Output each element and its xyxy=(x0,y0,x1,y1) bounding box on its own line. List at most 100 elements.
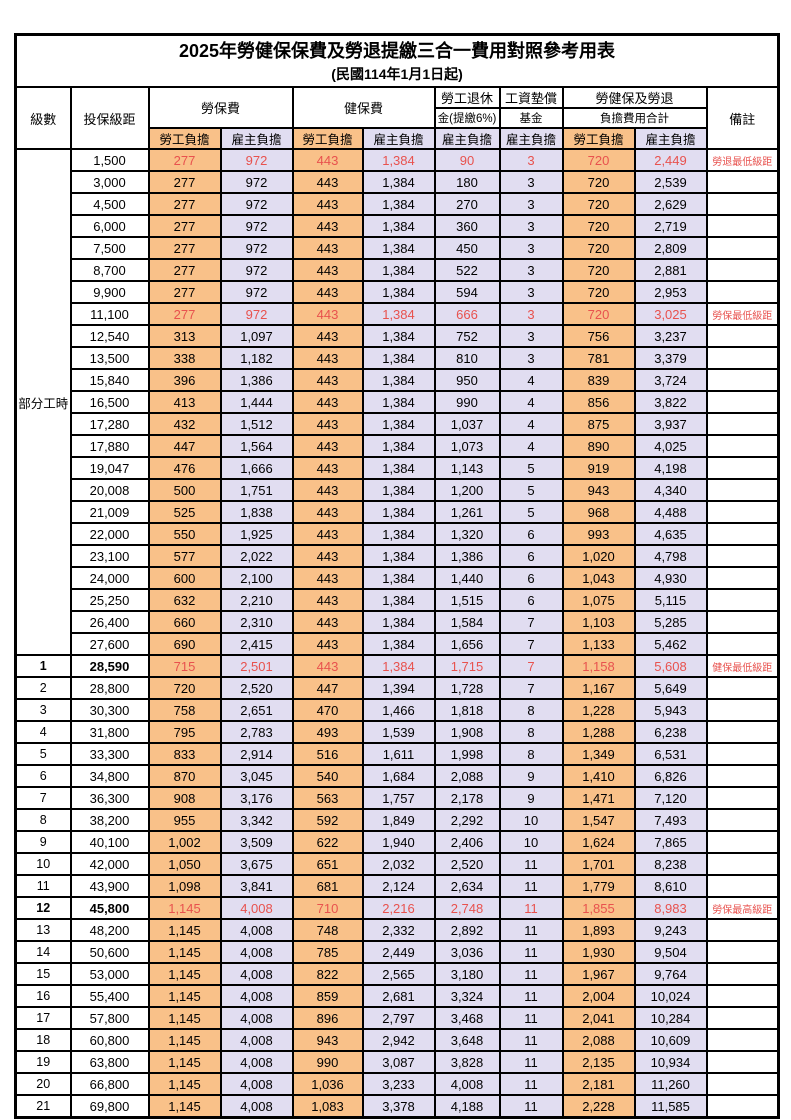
cell-total-employer: 3,379 xyxy=(633,346,708,370)
cell-pension-employer: 1,715 xyxy=(433,654,501,678)
cell-wage-fund-employer: 3 xyxy=(498,148,564,172)
cell-note xyxy=(705,544,780,568)
cell-labor-employer: 2,501 xyxy=(219,654,294,678)
cell-bracket: 25,250 xyxy=(69,588,150,612)
cell-note xyxy=(705,456,780,480)
table-row: 6,000 277 972 443 1,384 360 3 720 2,719 xyxy=(16,214,780,238)
col-header-wage-fund-line1: 工資墊償 xyxy=(498,86,564,109)
cell-labor-employer: 4,008 xyxy=(219,918,294,942)
cell-total-employee: 1,133 xyxy=(561,632,636,656)
cell-grade: 20 xyxy=(14,1072,72,1096)
cell-note xyxy=(705,566,780,590)
cell-health-employee: 443 xyxy=(291,478,364,502)
cell-total-employee: 2,041 xyxy=(561,1006,636,1030)
cell-wage-fund-employer: 11 xyxy=(498,1006,564,1030)
cell-labor-employee: 413 xyxy=(147,390,222,414)
cell-wage-fund-employer: 3 xyxy=(498,280,564,304)
cell-bracket: 45,800 xyxy=(69,896,150,920)
cell-pension-employer: 2,292 xyxy=(433,808,501,832)
cell-note xyxy=(705,1050,780,1074)
table-body: 部分工時 1,500 277 972 443 1,384 90 3 720 2,449 勞退最低級距… xyxy=(14,148,780,1119)
cell-wage-fund-employer: 9 xyxy=(498,764,564,788)
cell-grade: 18 xyxy=(14,1028,72,1052)
header-row-groups: 級數 投保級距 勞保費 健保費 勞工退休 工資墊償 勞健保及勞退 備註 xyxy=(14,86,780,150)
cell-grade: 2 xyxy=(14,676,72,700)
cell-note xyxy=(705,984,780,1008)
cell-total-employee: 993 xyxy=(561,522,636,546)
cell-pension-employer: 1,656 xyxy=(433,632,501,656)
cell-health-employer: 1,940 xyxy=(361,830,436,854)
table-row: 8 38,200 955 3,342 592 1,849 2,292 10 1,547 7,493 xyxy=(14,808,780,832)
cell-bracket: 9,900 xyxy=(69,280,150,304)
cell-note xyxy=(705,412,780,436)
cell-note: 勞保最高級距 xyxy=(705,896,780,920)
cell-bracket: 26,400 xyxy=(69,610,150,634)
header-row-burden: 勞工負擔 雇主負擔 勞工負擔 雇主負擔 雇主負擔 雇主負擔 勞工負擔 雇主負擔 xyxy=(16,127,779,150)
cell-wage-fund-employer: 9 xyxy=(498,786,564,810)
cell-wage-fund-employer: 6 xyxy=(498,522,564,546)
cell-total-employee: 1,930 xyxy=(561,940,636,964)
col-header-total-employer: 雇主負擔 xyxy=(633,127,708,150)
cell-total-employee: 1,103 xyxy=(561,610,636,634)
cell-labor-employee: 577 xyxy=(147,544,222,568)
cell-labor-employee: 277 xyxy=(147,258,222,282)
cell-wage-fund-employer: 11 xyxy=(498,940,564,964)
cell-wage-fund-employer: 11 xyxy=(498,962,564,986)
cell-bracket: 38,200 xyxy=(69,808,150,832)
cell-bracket: 30,300 xyxy=(69,698,150,722)
table-row: 9,900 277 972 443 1,384 594 3 720 2,953 xyxy=(16,280,780,304)
cell-health-employer: 1,384 xyxy=(361,566,436,590)
table-row: 4,500 277 972 443 1,384 270 3 720 2,629 xyxy=(16,192,780,216)
cell-grade: 14 xyxy=(14,940,72,964)
table-row: 10 42,000 1,050 3,675 651 2,032 2,520 11 1,701 8,… xyxy=(14,852,780,876)
cell-health-employee: 443 xyxy=(291,192,364,216)
cell-total-employee: 2,135 xyxy=(561,1050,636,1074)
cell-labor-employee: 277 xyxy=(147,280,222,304)
page-title: 2025年勞健保保費及勞退提繳三合一費用對照參考用表 xyxy=(179,41,616,61)
cell-labor-employer: 2,310 xyxy=(219,610,294,634)
cell-pension-employer: 1,320 xyxy=(433,522,501,546)
col-header-grade: 級數 xyxy=(14,86,72,150)
cell-labor-employer: 972 xyxy=(219,170,294,194)
cell-note xyxy=(705,610,780,634)
title-row: 2025年勞健保保費及勞退提繳三合一費用對照參考用表 (民國114年1月1日起) xyxy=(14,33,780,88)
cell-health-employee: 493 xyxy=(291,720,364,744)
cell-grade: 4 xyxy=(14,720,72,744)
cell-total-employee: 1,855 xyxy=(561,896,636,920)
cell-total-employer: 5,285 xyxy=(633,610,708,634)
cell-health-employee: 785 xyxy=(291,940,364,964)
cell-labor-employee: 432 xyxy=(147,412,222,436)
table-row: 3 30,300 758 2,651 470 1,466 1,818 8 1,228 5,943 xyxy=(14,698,780,722)
cell-health-employer: 1,384 xyxy=(361,632,436,656)
col-header-wage-fund-line2: 基金 xyxy=(498,107,564,129)
cell-health-employer: 2,124 xyxy=(361,874,436,898)
cell-labor-employer: 2,651 xyxy=(219,698,294,722)
cell-pension-employer: 4,188 xyxy=(433,1094,501,1119)
cell-labor-employer: 1,097 xyxy=(219,324,294,348)
table-row: 11 43,900 1,098 3,841 681 2,124 2,634 11 1,779 8,… xyxy=(14,874,780,898)
cell-total-employer: 7,120 xyxy=(633,786,708,810)
cell-health-employee: 443 xyxy=(291,632,364,656)
cell-labor-employee: 1,145 xyxy=(147,940,222,964)
cell-labor-employer: 2,520 xyxy=(219,676,294,700)
cell-total-employee: 1,701 xyxy=(561,852,636,876)
cell-total-employer: 4,198 xyxy=(633,456,708,480)
cell-health-employer: 2,332 xyxy=(361,918,436,942)
cell-grade: 11 xyxy=(14,874,72,898)
cell-labor-employer: 3,176 xyxy=(219,786,294,810)
cell-health-employer: 1,384 xyxy=(361,544,436,568)
table-row: 16,500 413 1,444 443 1,384 990 4 856 3,822 xyxy=(16,390,780,414)
cell-health-employee: 443 xyxy=(291,214,364,238)
cell-labor-employer: 4,008 xyxy=(219,896,294,920)
cell-wage-fund-employer: 7 xyxy=(498,654,564,678)
cell-health-employer: 1,757 xyxy=(361,786,436,810)
cell-labor-employer: 2,783 xyxy=(219,720,294,744)
cell-bracket: 40,100 xyxy=(69,830,150,854)
cell-wage-fund-employer: 4 xyxy=(498,434,564,458)
table-row: 6 34,800 870 3,045 540 1,684 2,088 9 1,410 6,826 xyxy=(14,764,780,788)
cell-labor-employee: 870 xyxy=(147,764,222,788)
cell-note xyxy=(705,324,780,348)
cell-health-employer: 2,681 xyxy=(361,984,436,1008)
cell-wage-fund-employer: 8 xyxy=(498,720,564,744)
cell-pension-employer: 1,908 xyxy=(433,720,501,744)
